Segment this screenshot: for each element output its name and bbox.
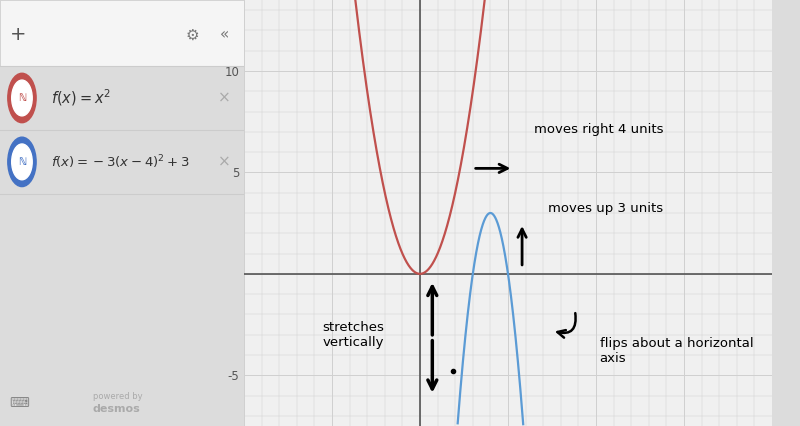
Text: $f(x) = -3(x - 4)^2 + 3$: $f(x) = -3(x - 4)^2 + 3$ xyxy=(51,153,190,171)
Text: powered by: powered by xyxy=(93,391,142,401)
Text: moves right 4 units: moves right 4 units xyxy=(534,123,664,136)
Text: stretches
vertically: stretches vertically xyxy=(322,321,384,349)
Text: ×: × xyxy=(218,154,231,170)
Text: ℕ: ℕ xyxy=(18,157,26,167)
Text: flips about a horizontal
axis: flips about a horizontal axis xyxy=(599,337,753,365)
Text: ×: × xyxy=(218,90,231,106)
Text: ℕ: ℕ xyxy=(18,93,26,103)
Circle shape xyxy=(12,80,32,116)
Text: «: « xyxy=(220,27,229,43)
Text: ⌨: ⌨ xyxy=(10,396,30,409)
Text: moves up 3 units: moves up 3 units xyxy=(549,202,664,216)
FancyBboxPatch shape xyxy=(0,0,244,66)
Text: ⚙: ⚙ xyxy=(186,27,199,43)
Text: $f(x) = x^2$: $f(x) = x^2$ xyxy=(51,88,111,108)
Circle shape xyxy=(12,144,32,180)
Text: desmos: desmos xyxy=(93,404,141,414)
Circle shape xyxy=(8,73,36,123)
Text: +: + xyxy=(10,26,26,44)
Circle shape xyxy=(8,137,36,187)
